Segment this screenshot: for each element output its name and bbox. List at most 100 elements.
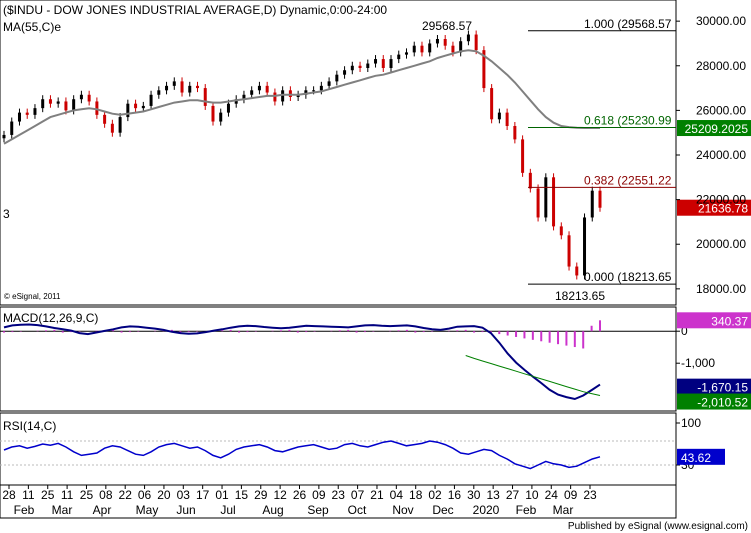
candle-body	[265, 85, 269, 93]
date-day-label: 11	[61, 488, 74, 502]
candle-body	[412, 45, 416, 53]
date-month-label: Feb	[14, 503, 35, 517]
macd-badge: -1,670.15	[697, 381, 748, 395]
candle-body	[443, 39, 447, 46]
date-day-label: 09	[564, 488, 578, 502]
candle-body	[521, 139, 525, 173]
date-day-label: 10	[525, 488, 539, 502]
signal-badge-bg	[677, 393, 751, 410]
date-day-label: 17	[196, 488, 210, 502]
price-tick-label: 28000.00	[696, 59, 746, 73]
ma-badge: 25209.2025	[685, 122, 749, 136]
price-tick-label: 20000.00	[696, 237, 746, 251]
date-day-label: 29	[254, 488, 268, 502]
ma-badge-bg	[677, 120, 751, 137]
rsi-panel-frame	[0, 412, 677, 486]
candle-body	[95, 101, 99, 115]
candle-body	[257, 85, 261, 91]
candle-body	[79, 94, 83, 100]
date-day-label: 01	[215, 488, 229, 502]
price-tick-label: 18000.00	[696, 282, 746, 296]
date-day-label: 25	[80, 488, 94, 502]
candle-body	[490, 88, 494, 120]
macd-badge-bg	[677, 378, 751, 395]
date-day-label: 11	[22, 488, 35, 502]
candle-body	[343, 70, 347, 75]
candle-body	[366, 63, 370, 68]
date-day-label: 24	[545, 488, 559, 502]
candle-body	[180, 81, 184, 93]
candle-body	[482, 50, 486, 89]
candle-body	[242, 94, 246, 100]
candle-body	[196, 85, 200, 89]
chart-title: ($INDU - DOW JONES INDUSTRIAL AVERAGE,D)…	[3, 3, 387, 17]
date-day-label: 30	[467, 488, 481, 502]
candle-body	[56, 101, 60, 104]
candle-body	[536, 188, 540, 218]
date-day-label: 21	[370, 488, 384, 502]
candle-body	[459, 41, 463, 53]
macd-layer: 0 -1,000 340.37 -1,670.15-2,010.52	[0, 312, 751, 410]
date-day-label: 23	[332, 488, 346, 502]
candle-body	[273, 92, 277, 102]
date-day-label: 12	[273, 488, 287, 502]
candle-body	[435, 39, 439, 44]
date-day-label: 02	[428, 488, 442, 502]
ma-label: MA(55,C)e	[3, 20, 61, 34]
candle-body	[466, 34, 470, 42]
date-day-label: 13	[486, 488, 500, 502]
candle-body	[319, 85, 323, 91]
date-month-label: Mar	[553, 503, 574, 517]
candle-body	[17, 112, 21, 122]
rsi-tick-label: 100	[681, 416, 701, 430]
date-day-label: 15	[235, 488, 249, 502]
candle-body	[103, 114, 107, 124]
candle-body	[64, 101, 68, 111]
rsi-line	[3, 440, 601, 470]
macd-title: MACD(12,26,9,C)	[3, 311, 98, 325]
fib-label: 1.000 (29568.57	[584, 17, 672, 31]
candle-body	[374, 59, 378, 64]
fib-label: 0.000 (18213.65	[584, 270, 672, 284]
price-tick-label: 26000.00	[696, 103, 746, 117]
price-tick-label: 30000.00	[696, 14, 746, 28]
candle-body	[134, 103, 138, 109]
candle-body	[87, 94, 91, 102]
candle-body	[420, 45, 424, 53]
date-axis: 28 11 25 11 25 08 22 06 20 03 17 01 15 29 12 26 09 23 07 21…	[2, 485, 597, 517]
fib-label: 0.382 (22551.22	[584, 173, 672, 187]
macd-tick-label: -1,000	[681, 356, 715, 370]
candle-body	[583, 217, 587, 276]
signal-badge: -2,010.52	[697, 396, 748, 410]
date-day-label: 03	[177, 488, 191, 502]
price-layer: 1.000 (29568.57 0.618 (25230.99 0.382 (225…	[2, 17, 751, 303]
candle-body	[590, 190, 594, 218]
candle-body	[157, 90, 161, 95]
candle-body	[33, 108, 37, 115]
macd-tick-label: 0	[681, 324, 688, 338]
date-axis-frame	[0, 484, 677, 519]
date-month-label: 2020	[473, 503, 500, 517]
candle-body	[544, 177, 548, 218]
date-month-label: Jun	[176, 503, 195, 517]
candle-body	[451, 45, 455, 53]
high-label: 29568.57	[422, 19, 472, 33]
low-label: 18213.65	[555, 289, 605, 303]
candle-body	[497, 112, 501, 120]
candle-body	[312, 90, 316, 92]
date-day-label: 07	[351, 488, 365, 502]
candle-body	[304, 90, 308, 95]
date-month-label: Oct	[348, 503, 367, 517]
price-axis: 30000.00 28000.00 26000.00 24000.00 22000.00…	[676, 14, 746, 296]
candle-body	[288, 90, 292, 97]
candle-body	[505, 112, 509, 126]
candle-body	[335, 74, 339, 82]
date-day-label: 23	[583, 488, 597, 502]
date-day-label: 04	[390, 488, 404, 502]
rsi-badge-bg	[677, 448, 725, 465]
date-day-label: 16	[448, 488, 462, 502]
candle-body	[234, 99, 238, 104]
date-day-label: 26	[293, 488, 307, 502]
